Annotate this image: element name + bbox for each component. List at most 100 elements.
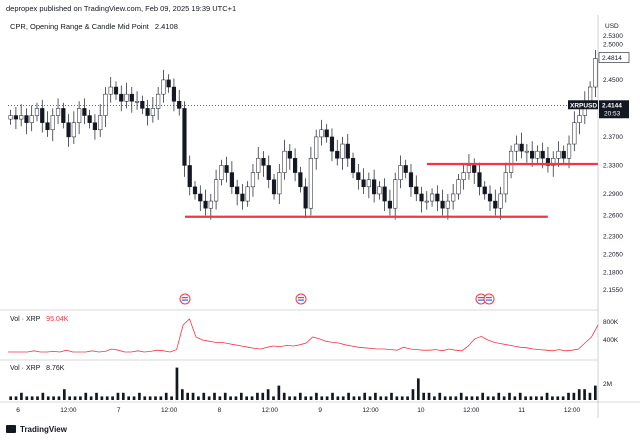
us-flag-event-icon (475, 293, 487, 305)
volume-bar (250, 396, 254, 400)
volume-bar (154, 396, 157, 400)
candle-body (445, 200, 450, 209)
volume-bar (459, 392, 463, 400)
volume-bar (583, 389, 586, 400)
candle-body (129, 93, 134, 102)
volume-bars-tick: 2M (603, 381, 612, 388)
candle-body (250, 172, 256, 188)
volume-bar (400, 396, 404, 400)
candle-body (266, 165, 271, 180)
candle-body (82, 108, 87, 116)
volume-bar (175, 367, 179, 400)
candle-body (156, 93, 161, 109)
candle-body (487, 193, 493, 202)
candle-body (187, 165, 192, 188)
volume-bars (9, 367, 597, 400)
volume-bar (207, 396, 211, 400)
candle-body (456, 179, 461, 195)
us-flag-event-icon (483, 293, 495, 305)
candle-body (350, 158, 356, 173)
candle-body (398, 165, 403, 180)
volume-bar (79, 396, 82, 400)
candle-body (261, 158, 266, 166)
candle-body (503, 172, 508, 195)
candle-body (140, 101, 145, 109)
x-tick-label: 10 (417, 407, 425, 414)
x-tick-label: 12:00 (161, 407, 178, 414)
currency-label: USD (605, 23, 619, 30)
candle-body (361, 179, 366, 188)
volume-bars-legend: Vol · XRP 8.76K (10, 365, 64, 372)
candle-body (482, 186, 487, 195)
volume-bar (374, 392, 377, 400)
candle-body (256, 158, 261, 173)
y-tick-label: 2.2050 (603, 252, 623, 259)
volume-bars-value: 8.76K (46, 365, 65, 372)
volume-line-tick: 800K (603, 319, 619, 326)
volume-bar (481, 392, 485, 400)
candle-body (119, 93, 124, 102)
candle-body (55, 108, 61, 116)
candle-body (171, 86, 177, 102)
candle-body (508, 150, 514, 173)
candle-body (287, 150, 292, 159)
x-tick-label: 12:00 (564, 407, 581, 414)
y-tick-label: 2.1550 (603, 287, 623, 294)
us-flag-event-icon (478, 299, 484, 301)
volume-bar (223, 392, 227, 400)
volume-bar (347, 392, 350, 400)
volume-bar (529, 396, 533, 400)
volume-bar (218, 396, 222, 400)
volume-line (8, 318, 599, 353)
volume-bar (449, 396, 452, 400)
candle-body (103, 93, 108, 116)
volume-bar (121, 392, 125, 400)
x-tick-label: 7 (117, 407, 121, 414)
volume-bar (492, 396, 495, 400)
candle-body (229, 172, 234, 188)
volume-bar (116, 392, 120, 400)
candle-body (561, 150, 566, 159)
candle-body (298, 172, 303, 188)
volume-bar (395, 396, 399, 400)
volume-bar (475, 396, 479, 400)
us-flag-event-icon (298, 297, 304, 299)
candle-body (271, 179, 277, 195)
volume-bar (443, 396, 447, 400)
candle-body (71, 122, 76, 138)
x-tick-label: 12:00 (60, 407, 77, 414)
x-tick-label: 9 (318, 407, 322, 414)
last-price-label-box (598, 52, 630, 63)
volume-bar (288, 396, 291, 400)
volume-bar (438, 392, 442, 400)
volume-bar (486, 396, 490, 400)
indicator-value: 2.4108 (154, 22, 178, 31)
y-tick-label: 2.3700 (603, 134, 623, 141)
candle-body (387, 200, 393, 209)
volume-bar (234, 396, 238, 400)
us-flag-event-icon (478, 297, 484, 299)
volume-bar (73, 396, 77, 400)
volume-bar (266, 389, 270, 400)
candle-body (545, 158, 551, 166)
volume-bar (9, 396, 13, 400)
volume-bar (239, 392, 243, 400)
candle-body (34, 108, 40, 116)
volume-bar (132, 396, 136, 400)
candle-body (440, 200, 445, 209)
candle-body (524, 150, 529, 153)
volume-bar (454, 396, 458, 400)
volume-bar (261, 392, 265, 400)
volume-bar (138, 392, 141, 400)
candle-body (66, 122, 71, 138)
tradingview-brand: TradingView (20, 425, 67, 434)
volume-bar (502, 396, 506, 400)
candle-body (519, 143, 524, 152)
candle-body (577, 115, 582, 123)
candle-body (435, 193, 440, 202)
candle-body (8, 115, 13, 120)
volume-bar (293, 396, 297, 400)
candle-body (29, 115, 34, 123)
volume-bar (497, 392, 501, 400)
